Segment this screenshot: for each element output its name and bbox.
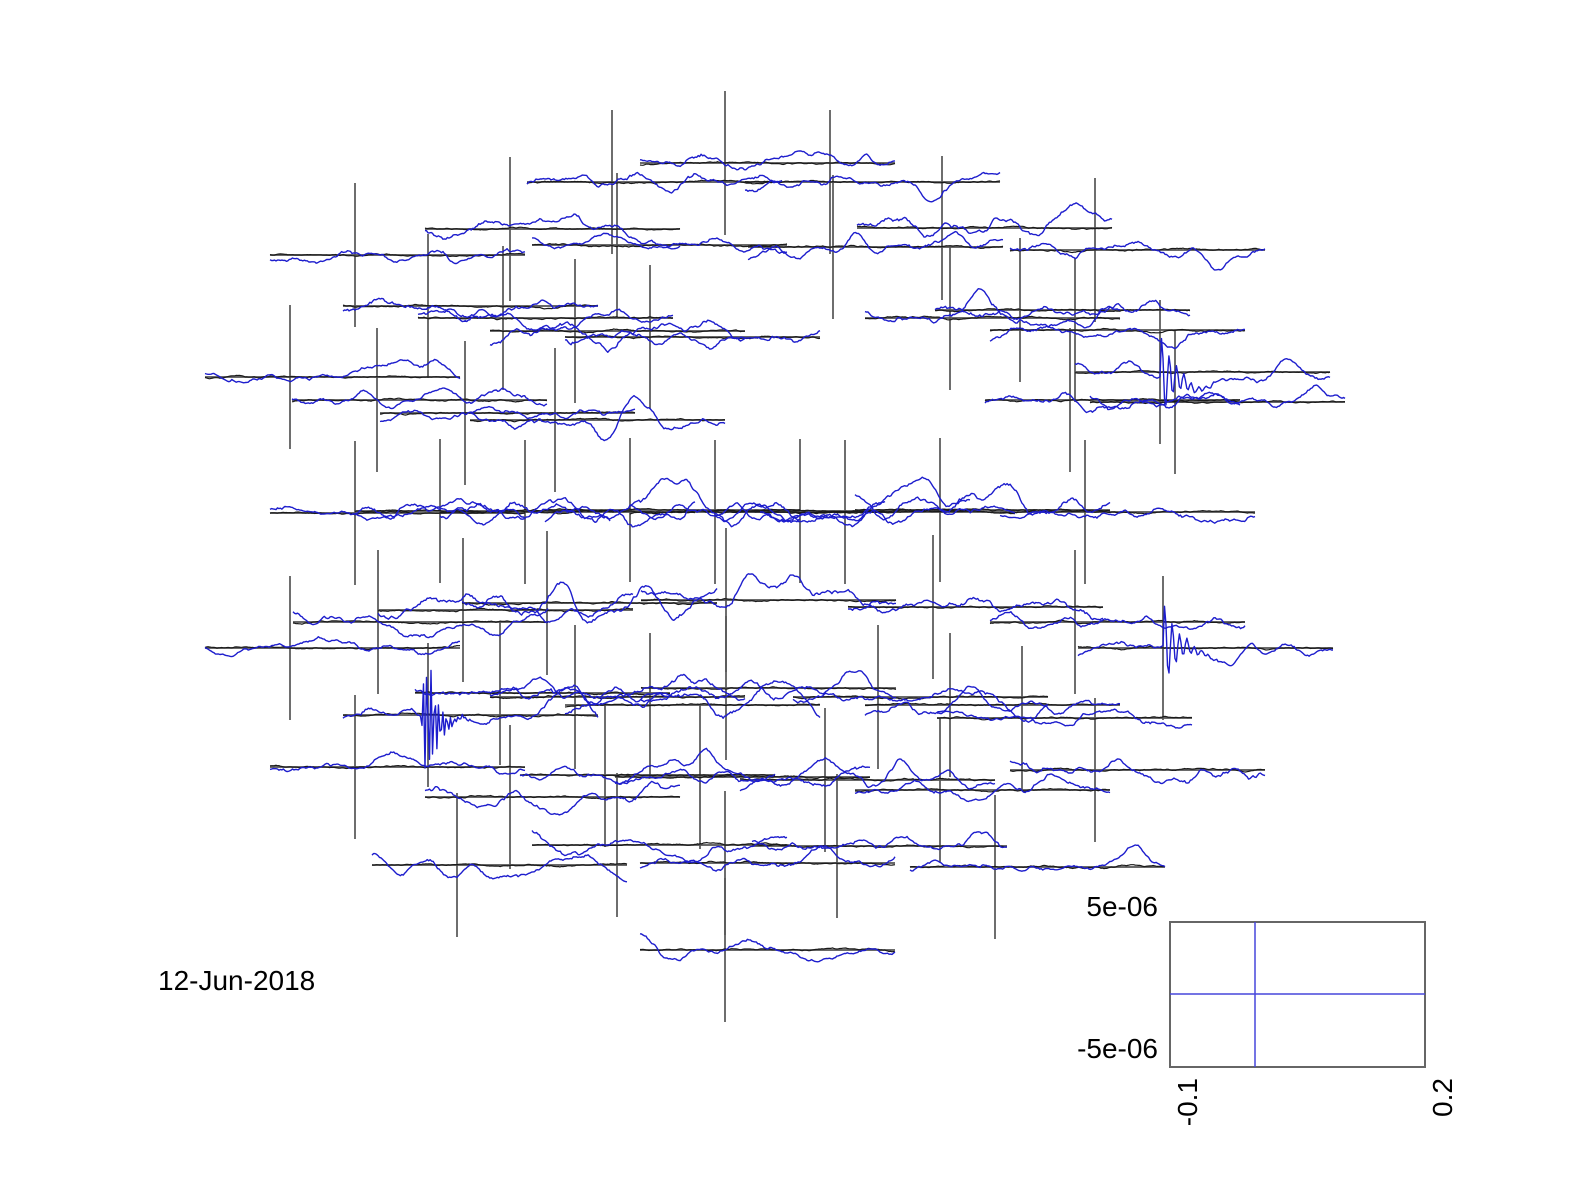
channel-trace-black [461,600,718,606]
channel-trace-blue [564,680,821,719]
channel-trace-black [739,777,996,782]
channel-trace-blue [439,501,696,528]
channel-trace-blue [377,593,634,624]
channel-trace-blue [291,387,548,410]
channel-trace-black [629,510,886,515]
channel-trace-blue [414,676,671,703]
channel-trace-blue [424,780,680,816]
channel-trace-blue [269,504,526,526]
channel-trace-black [1077,645,1334,651]
channel-trace-blue [856,202,1113,238]
channel-trace-black [936,715,1192,721]
channel-trace-blue [937,708,1193,729]
channel-trace-blue [379,405,636,423]
channel-trace-black [377,607,634,613]
channel-trace-blue [909,844,1166,872]
channel-trace-black [489,328,746,334]
channel-trace-blue [989,611,1246,630]
channel-trace-black [204,644,461,651]
channel-trace-blue [342,297,599,323]
channel-trace-blue [999,507,1256,524]
channel-trace-blue [269,751,526,775]
channel-trace-black [639,161,896,166]
channel-trace-blue [424,213,681,250]
date-annotation: 12-Jun-2018 [158,965,315,996]
channel-trace-black [1074,369,1331,375]
channel-trace-blue [989,325,1245,350]
channel-axes-layer [205,91,1345,1022]
channel-trace-blue [204,358,461,384]
channel-trace-blue [461,581,718,624]
channel-trace-black [641,597,897,603]
channel-trace-blue [342,669,599,769]
channel-trace-black [424,794,681,800]
channel-trace-blue [614,757,871,787]
channel-trace-blue [371,852,628,883]
channel-trace-blue [747,230,1004,261]
channel-trace-blue [292,608,549,639]
channel-trace-black [751,843,1008,849]
channel-trace-blue [526,171,783,194]
channel-trace-black [640,686,897,691]
scale-bottom-amplitude-label: -5e-06 [1077,1033,1158,1064]
channel-trace-blue [544,477,801,528]
channel-trace-blue [864,685,1121,716]
scale-box: 5e-06 -5e-06 -0.1 0.2 [1077,891,1458,1126]
channel-trace-blue [1077,605,1333,674]
black-traces-layer [204,161,1346,953]
channel-trace-blue [1074,337,1331,406]
channel-trace-black [204,374,461,380]
channel-trace-blue [1009,758,1266,785]
channel-trace-blue [532,232,788,255]
channel-trace-blue [269,247,526,265]
channel-trace-blue [854,773,1111,803]
channel-trace-black [865,702,1120,707]
channel-trace-black [1009,247,1266,254]
channel-trace-black [748,244,1004,250]
channel-trace-blue [744,171,1001,203]
channel-trace-black [856,225,1113,231]
channel-trace-blue [751,831,1008,851]
channel-trace-black [439,509,696,515]
channel-trace-blue [639,150,896,171]
blue-traces-layer [204,150,1346,963]
channel-trace-blue [792,688,1049,723]
channel-trace-blue [417,308,674,331]
channel-trace-blue [489,319,746,353]
scale-top-amplitude-label: 5e-06 [1086,891,1158,922]
channel-trace-black [847,605,1104,609]
channel-trace-black [292,620,549,625]
channel-trace-blue [854,482,1111,521]
scale-right-time-tick-label: 0.2 [1427,1078,1458,1117]
channel-trace-blue [760,505,1016,525]
channel-trace-blue [739,758,996,792]
channel-trace-blue [564,329,821,350]
channel-trace-black [935,308,1191,313]
channel-trace-black [424,226,681,231]
channel-trace-blue [1009,240,1266,271]
channel-trace-black [531,841,788,847]
channel-trace-blue [639,845,896,872]
channel-trace-blue [489,673,746,706]
channel-trace-blue [519,747,776,785]
channel-trace-black [564,702,821,708]
channel-trace-blue [1089,384,1346,411]
channel-trace-blue [204,636,460,658]
channel-trace-blue [469,394,726,442]
channel-trace-blue [640,670,897,703]
channel-trace-black [1089,400,1346,405]
channel-trace-blue [864,288,1121,329]
channel-trace-blue [640,573,896,609]
channel-trace-blue [531,830,788,864]
channel-trace-blue [934,299,1191,320]
channel-trace-black [469,417,725,423]
channel-trace-blue [848,596,1104,621]
scale-left-time-tick-label: -0.1 [1172,1078,1203,1126]
channel-trace-black [865,315,1121,321]
channel-trace-blue [714,476,971,528]
channel-trace-blue [639,933,896,963]
